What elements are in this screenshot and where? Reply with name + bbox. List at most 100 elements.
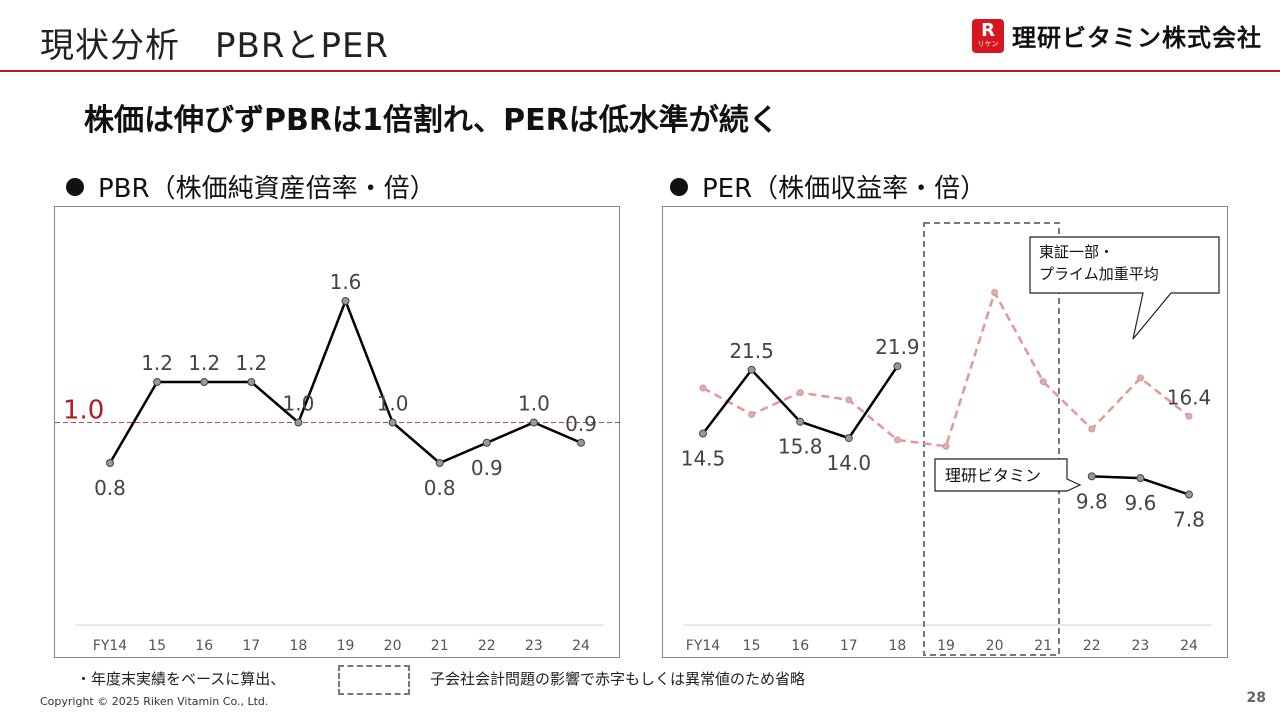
footnote-legend-box bbox=[338, 665, 410, 695]
per-x-tick-label: 21 bbox=[1034, 638, 1052, 654]
riken-data-label: 14.5 bbox=[681, 447, 726, 471]
riken-callout-label: 理研ビタミン bbox=[945, 466, 1041, 485]
market-point bbox=[1185, 412, 1193, 420]
riken-point bbox=[747, 365, 756, 374]
excluded-range-box bbox=[923, 222, 1060, 656]
pbr-point bbox=[247, 378, 256, 386]
pbr-x-tick-label: 20 bbox=[384, 638, 402, 654]
riken-data-label: 14.0 bbox=[827, 451, 872, 475]
pbr-x-tick-label: 23 bbox=[525, 638, 543, 654]
pbr-x-tick-label: 17 bbox=[242, 638, 260, 654]
copyright: Copyright © 2025 Riken Vitamin Co., Ltd. bbox=[40, 695, 269, 708]
pbr-point bbox=[482, 438, 491, 447]
pbr-section-title: PBR（株価純資産倍率・倍） bbox=[66, 168, 436, 205]
market-callout-label-1: 東証一部・ bbox=[1039, 243, 1114, 261]
pbr-point bbox=[294, 418, 303, 427]
pbr-data-label: 0.8 bbox=[424, 476, 456, 500]
pbr-x-tick-label: 19 bbox=[337, 638, 355, 654]
pbr-data-label: 0.8 bbox=[94, 476, 126, 500]
reference-line-label: 1.0 bbox=[63, 396, 104, 426]
pbr-x-tick-label: 24 bbox=[572, 638, 590, 654]
page-number: 28 bbox=[1246, 690, 1266, 706]
riken-point bbox=[1185, 490, 1193, 499]
market-point bbox=[699, 384, 707, 392]
market-point bbox=[796, 389, 804, 397]
pbr-chart-panel: 1.0 0.8 1.2 1.2 1.2 1.0 1.6 1.0 0.8 0.9 1.0 0.9 FY14… bbox=[54, 206, 621, 658]
per-x-tick-label: 17 bbox=[840, 638, 858, 654]
pbr-x-tick-label: 18 bbox=[289, 638, 307, 654]
market-point bbox=[1136, 374, 1144, 382]
market-data-label: 16.4 bbox=[1167, 385, 1212, 409]
riken-series-line bbox=[702, 365, 899, 440]
pbr-chart-title: PBR（株価純資産倍率・倍） bbox=[98, 174, 436, 204]
per-x-tick-label: 24 bbox=[1180, 638, 1198, 654]
logo-mark: R bbox=[981, 20, 995, 41]
per-x-tick-label: 15 bbox=[743, 638, 761, 654]
pbr-point bbox=[341, 297, 350, 305]
pbr-data-label: 1.0 bbox=[518, 392, 550, 416]
pbr-x-tick-label: FY14 bbox=[93, 638, 128, 654]
riken-data-label: 21.5 bbox=[729, 339, 774, 363]
market-series-line bbox=[702, 289, 1190, 448]
riken-point bbox=[844, 434, 853, 443]
market-point bbox=[748, 410, 756, 418]
riken-point bbox=[893, 362, 902, 371]
page-title: 現状分析 PBRとPER bbox=[40, 26, 390, 66]
riken-data-label: 15.8 bbox=[778, 435, 823, 459]
pbr-point bbox=[153, 378, 162, 386]
per-chart: 16.4 14.5 21.5 15.814.0 21.9 9.8 9.6 7.8 東証一部・プラ… bbox=[681, 222, 1220, 656]
bullet-icon bbox=[66, 177, 84, 196]
riken-point bbox=[699, 429, 707, 438]
company-name: 理研ビタミン株式会社 bbox=[1012, 24, 1262, 52]
market-point bbox=[1039, 378, 1047, 386]
per-chart-title: PER（株価収益率・倍） bbox=[702, 174, 987, 204]
riken-data-label: 9.8 bbox=[1076, 489, 1108, 513]
pbr-point bbox=[106, 459, 114, 467]
pbr-data-label: 0.9 bbox=[471, 456, 503, 480]
per-x-tick-label: 18 bbox=[888, 638, 906, 654]
per-x-tick-label: FY14 bbox=[686, 638, 721, 654]
pbr-point bbox=[435, 459, 444, 467]
bullet-icon bbox=[670, 177, 688, 196]
footnote-basis: ・年度末実績をベースに算出、 bbox=[76, 670, 286, 688]
riken-logo-icon: R リケン bbox=[972, 18, 1004, 53]
riken-point bbox=[1136, 474, 1145, 483]
pbr-data-label: 1.2 bbox=[188, 351, 220, 375]
pbr-data-label: 0.9 bbox=[565, 412, 597, 436]
header-divider bbox=[0, 70, 1280, 72]
market-point bbox=[1088, 425, 1096, 433]
pbr-x-tick-label: 22 bbox=[478, 638, 496, 654]
slide-headline: 株価は伸びずPBRは1倍割れ、PERは低水準が続く bbox=[84, 103, 779, 138]
riken-data-label: 9.6 bbox=[1124, 491, 1156, 515]
pbr-data-label: 1.2 bbox=[141, 351, 173, 375]
per-x-tick-label: 16 bbox=[791, 638, 809, 654]
per-x-tick-label: 23 bbox=[1131, 638, 1149, 654]
market-point bbox=[893, 436, 901, 444]
per-x-tick-label: 22 bbox=[1083, 638, 1101, 654]
per-x-tick-label: 20 bbox=[986, 638, 1004, 654]
riken-data-label: 21.9 bbox=[875, 335, 920, 359]
pbr-x-tick-label: 16 bbox=[195, 638, 213, 654]
footnote-legend-text: 子会社会計問題の影響で赤字もしくは異常値のため省略 bbox=[430, 670, 806, 688]
pbr-x-tick-label: 15 bbox=[148, 638, 166, 654]
market-point bbox=[942, 442, 950, 450]
pbr-x-tick-label: 21 bbox=[431, 638, 449, 654]
market-point bbox=[845, 396, 853, 404]
riken-callout-bubble bbox=[934, 458, 1082, 492]
pbr-point bbox=[577, 438, 585, 447]
per-section-title: PER（株価収益率・倍） bbox=[670, 168, 986, 205]
per-x-tick-label: 19 bbox=[937, 638, 955, 654]
market-callout-label-2: プライム加重平均 bbox=[1039, 265, 1159, 283]
pbr-point bbox=[529, 418, 538, 427]
riken-point bbox=[1087, 472, 1096, 481]
pbr-point bbox=[388, 418, 397, 427]
market-point bbox=[991, 289, 999, 296]
riken-data-label: 7.8 bbox=[1173, 508, 1205, 532]
brand: R リケン 理研ビタミン株式会社 bbox=[972, 18, 1262, 53]
logo-mark-sub: リケン bbox=[977, 40, 999, 48]
market-callout-bubble bbox=[1029, 236, 1220, 340]
per-chart-panel: 16.4 14.5 21.5 15.8 14.0 21.9 9.8 9.6 7.8 東証一部・プラ… bbox=[662, 206, 1228, 658]
pbr-data-label: 1.0 bbox=[377, 392, 409, 416]
pbr-series-line bbox=[108, 297, 582, 465]
pbr-point bbox=[200, 378, 209, 386]
